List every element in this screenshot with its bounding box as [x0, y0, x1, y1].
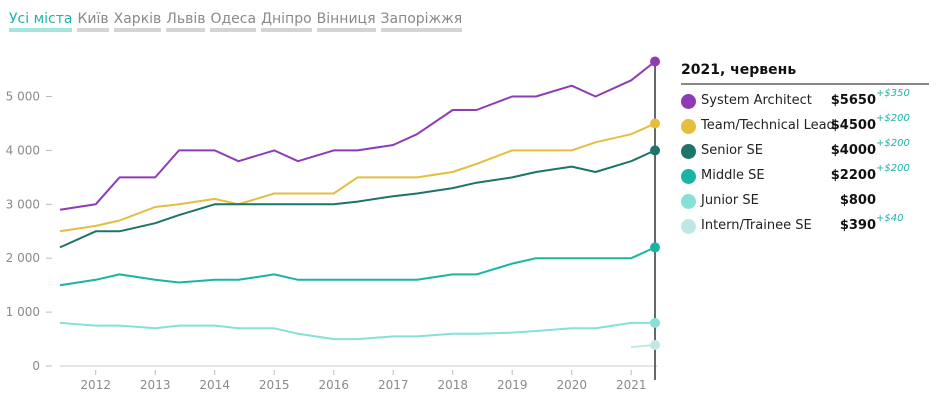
series-line-3[interactable]	[59, 246, 656, 287]
legend-rows: System Architect $5650 +$350 Team/Technical…	[681, 88, 929, 240]
legend-label: Intern/Trainee SE	[701, 218, 812, 233]
legend-color-dot	[681, 94, 696, 109]
legend-item[interactable]: Intern/Trainee SE $390 +$40	[681, 213, 929, 240]
tab-city-0[interactable]: Усі міста	[9, 9, 73, 32]
x-tick-label: 2019	[497, 378, 528, 392]
x-tick-label: 2013	[140, 378, 171, 392]
series-line-1[interactable]	[59, 122, 656, 233]
legend-color-dot	[681, 169, 696, 184]
series-end-point-1[interactable]	[650, 118, 661, 129]
legend-color-dot	[681, 219, 696, 234]
legend-label: Team/Technical Lead	[701, 118, 835, 133]
series-line-2[interactable]	[59, 149, 656, 249]
tab-city-2[interactable]: Харків	[113, 9, 162, 32]
tab-city-5[interactable]: Дніпро	[261, 9, 312, 32]
legend-panel: 2021, червень System Architect $5650 +$350…	[681, 58, 929, 240]
series-lines	[59, 60, 656, 349]
tab-city-3[interactable]: Львів	[166, 9, 206, 32]
series-end-point-0[interactable]	[650, 56, 661, 67]
legend-delta: +$40	[876, 213, 904, 224]
tab-city-6[interactable]: Вінниця	[316, 9, 376, 32]
tab-city-1[interactable]: Київ	[77, 9, 109, 32]
legend-delta: +$200	[876, 163, 910, 174]
legend-item[interactable]: Junior SE $800	[681, 190, 929, 215]
tab-city-7[interactable]: Запоріжжя	[380, 9, 463, 32]
y-tick-label: 1 000	[6, 305, 40, 319]
legend-value: $800	[839, 193, 876, 208]
series-end-point-5[interactable]	[650, 339, 661, 350]
legend-label: Senior SE	[701, 143, 763, 158]
city-tabs: Усі міста Київ Харків Львів Одеса Дніпро Вінни…	[9, 8, 467, 32]
series-line-0[interactable]	[59, 60, 656, 211]
y-tick-label: 4 000	[6, 143, 40, 157]
x-tick-label: 2018	[437, 378, 468, 392]
y-tick-label: 3 000	[6, 197, 40, 211]
legend-title: 2021, червень	[681, 58, 929, 85]
x-tick-label: 2014	[199, 378, 230, 392]
x-tick-label: 2017	[378, 378, 409, 392]
legend-label: Middle SE	[701, 168, 765, 183]
x-tick-label: 2015	[259, 378, 290, 392]
legend-color-dot	[681, 119, 696, 134]
series-end-point-3[interactable]	[650, 242, 661, 253]
x-tick-label: 2020	[556, 378, 587, 392]
legend-label: Junior SE	[701, 193, 759, 208]
y-tick-label: 0	[32, 359, 40, 373]
legend-value: $5650	[830, 93, 876, 108]
legend-item[interactable]: Team/Technical Lead $4500 +$200	[681, 113, 929, 140]
y-axis-ticks: 0 1 000 2 000 3 000 4 000 5 000	[6, 90, 52, 373]
y-tick-label: 2 000	[6, 251, 40, 265]
y-tick-label: 5 000	[6, 90, 40, 104]
legend-item[interactable]: Middle SE $2200 +$200	[681, 163, 929, 190]
legend-delta: +$200	[876, 138, 910, 149]
legend-color-dot	[681, 194, 696, 209]
legend-color-dot	[681, 144, 696, 159]
legend-value: $4000	[830, 143, 876, 158]
x-tick-label: 2012	[80, 378, 111, 392]
series-line-4[interactable]	[59, 321, 655, 341]
x-axis: 2012 2013 2014 2015 2016 2017 2018 2019 2020 2021	[60, 365, 658, 392]
x-tick-label: 2016	[318, 378, 349, 392]
legend-delta: +$200	[876, 113, 910, 124]
series-end-point-4[interactable]	[650, 317, 661, 328]
legend-value: $390	[839, 218, 876, 233]
series-end-point-2[interactable]	[650, 145, 661, 156]
legend-delta: +$350	[876, 88, 910, 99]
legend-item[interactable]: System Architect $5650 +$350	[681, 88, 929, 115]
current-marker	[650, 56, 661, 380]
legend-label: System Architect	[701, 93, 812, 108]
tab-city-4[interactable]: Одеса	[210, 9, 257, 32]
x-tick-label: 2021	[616, 378, 647, 392]
legend-item[interactable]: Senior SE $4000 +$200	[681, 138, 929, 165]
legend-value: $4500	[830, 118, 876, 133]
legend-value: $2200	[830, 168, 876, 183]
